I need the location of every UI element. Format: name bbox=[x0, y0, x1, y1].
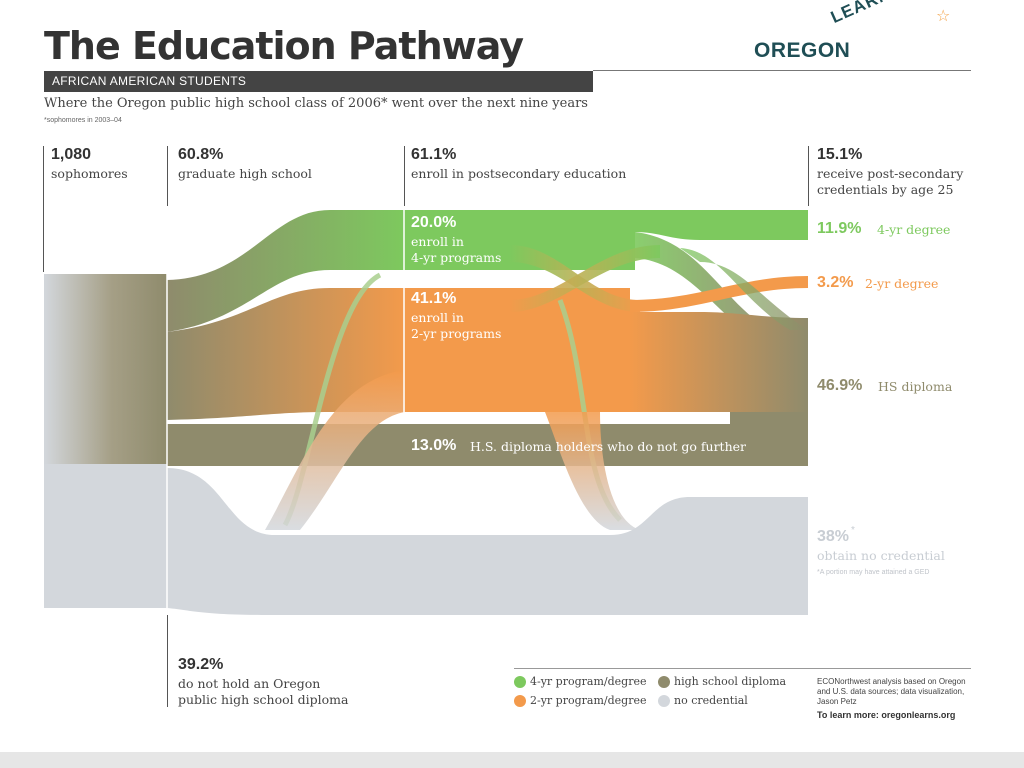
no-diploma-value: 39.2% bbox=[178, 656, 224, 673]
outcome-hs-diploma-value: 46.9% bbox=[817, 377, 863, 394]
infographic-card: The Education Pathway AFRICAN AMERICAN S… bbox=[0, 0, 1024, 752]
legend-label-two-year: 2-yr program/degree bbox=[530, 694, 647, 707]
legend-label-hs-diploma: high school diploma bbox=[674, 675, 787, 688]
legend-swatch-hs-diploma bbox=[658, 676, 670, 688]
graduate-label: graduate high school bbox=[178, 166, 312, 181]
four-year-value: 20.0% bbox=[411, 214, 457, 231]
outcome-no-credential-label: obtain no credential bbox=[817, 548, 945, 563]
legend-divider bbox=[514, 668, 971, 669]
credit-text: ECONorthwest analysis based on Oregon an… bbox=[817, 677, 966, 706]
stage-divider-credentials bbox=[808, 146, 809, 206]
flow-cross-to-diploma bbox=[680, 248, 808, 330]
population-banner: AFRICAN AMERICAN STUDENTS bbox=[44, 71, 593, 92]
flow-two-year-to-diploma bbox=[630, 312, 808, 412]
stage-divider-no-diploma bbox=[167, 615, 168, 707]
two-year-value: 41.1% bbox=[411, 290, 457, 307]
sankey-flow-diagram bbox=[44, 210, 808, 615]
header-divider bbox=[593, 70, 971, 71]
subtitle: Where the Oregon public high school clas… bbox=[44, 96, 588, 111]
two-year-line2: 2-yr programs bbox=[411, 326, 502, 341]
flow-to-four-year bbox=[167, 210, 405, 332]
outcome-two-year-value: 3.2% bbox=[817, 274, 854, 291]
outcome-two-year-label: 2-yr degree bbox=[865, 276, 939, 291]
hs-only-label: H.S. diploma holders who do not go furth… bbox=[470, 439, 747, 454]
no-diploma-label-line2: public high school diploma bbox=[178, 692, 349, 707]
learn-more-link[interactable]: To learn more: oregonlearns.org bbox=[817, 710, 956, 720]
flow-orange-dropoff-left bbox=[265, 370, 405, 530]
legend-swatch-no-credential bbox=[658, 695, 670, 707]
graduate-value: 60.8% bbox=[178, 146, 224, 163]
stage-divider-graduate bbox=[167, 146, 168, 206]
stage-divider-sophomores bbox=[43, 146, 44, 272]
flow-no-credential bbox=[44, 274, 808, 615]
four-year-line2: 4-yr programs bbox=[411, 250, 502, 265]
credentials-value: 15.1% bbox=[817, 146, 863, 163]
sophomores-label: sophomores bbox=[51, 166, 128, 181]
two-year-line1: enroll in bbox=[411, 310, 464, 325]
outcome-no-credential-marker: * bbox=[851, 525, 855, 536]
star-icon: ☆ bbox=[936, 6, 951, 25]
outcome-no-credential-note: *A portion may have attained a GED bbox=[817, 569, 930, 576]
no-diploma-label-line1: do not hold an Oregon bbox=[178, 676, 321, 691]
page-title: The Education Pathway bbox=[44, 24, 524, 68]
outcome-hs-diploma-label: HS diploma bbox=[878, 379, 953, 394]
enroll-value: 61.1% bbox=[411, 146, 457, 163]
credentials-label-line2: credentials by age 25 bbox=[817, 182, 954, 197]
outcome-no-credential-value: 38% bbox=[817, 528, 850, 545]
legend-swatch-four-year bbox=[514, 676, 526, 688]
flow-two-year-to-degree bbox=[630, 276, 808, 312]
sophomores-value: 1,080 bbox=[51, 146, 92, 163]
flow-orange-dropoff-right bbox=[545, 412, 640, 530]
legend-label-no-credential: no credential bbox=[674, 694, 748, 707]
enroll-label: enroll in postsecondary education bbox=[411, 166, 627, 181]
four-year-line1: enroll in bbox=[411, 234, 464, 249]
flow-two-year-to-four-year bbox=[510, 245, 660, 312]
outcome-four-year-label: 4-yr degree bbox=[877, 222, 951, 237]
flow-sophomores-blend bbox=[44, 274, 167, 464]
hs-only-value: 13.0% bbox=[411, 437, 457, 454]
legend-swatch-two-year bbox=[514, 695, 526, 707]
flow-four-year-to-degree bbox=[635, 210, 808, 240]
credentials-label-line1: receive post-secondary bbox=[817, 166, 964, 181]
outcome-four-year-value: 11.9% bbox=[817, 220, 862, 237]
stage-divider-enroll bbox=[404, 146, 405, 206]
logo-oregon: OREGON bbox=[754, 39, 851, 62]
footnote: *sophomores in 2003–04 bbox=[44, 117, 122, 124]
legend-label-four-year: 4-yr program/degree bbox=[530, 675, 647, 688]
